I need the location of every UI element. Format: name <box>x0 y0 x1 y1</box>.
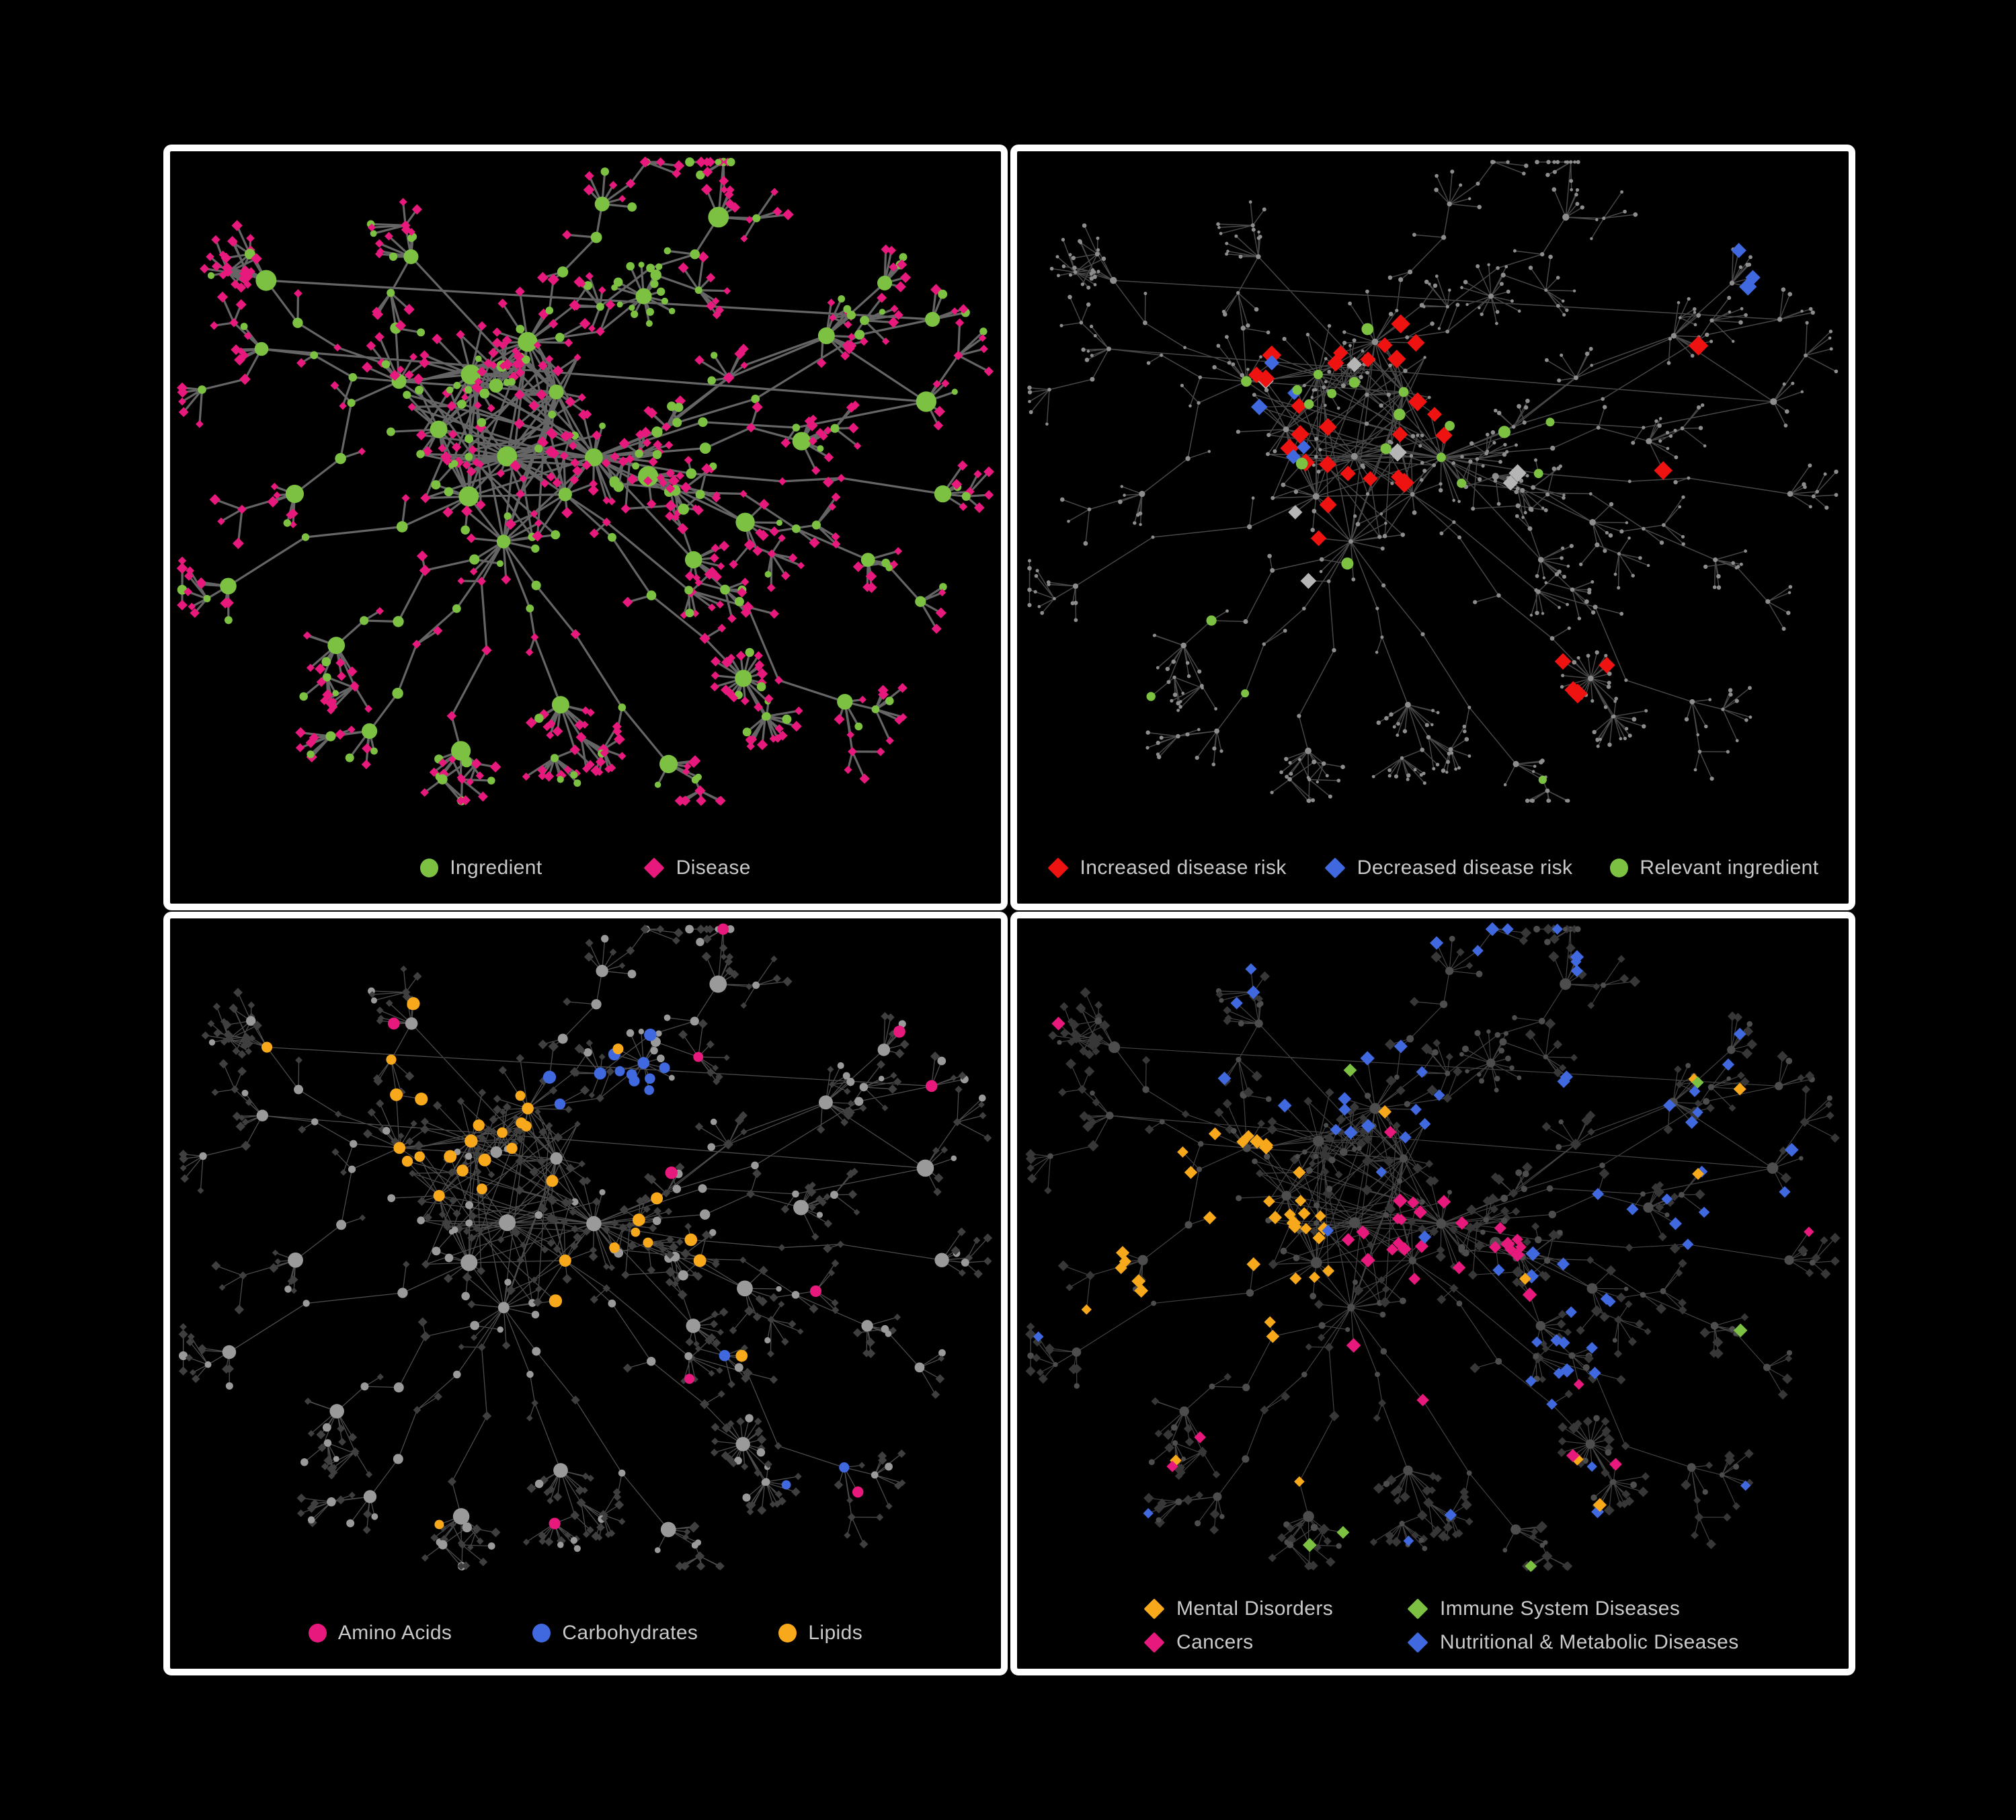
circle-marker <box>532 1624 551 1643</box>
diamond-marker <box>1143 1632 1165 1653</box>
legend-item: Ingredient <box>420 857 542 879</box>
legend-nutrient-classes: Amino Acids Carbohydrates Lipids <box>170 1622 1001 1645</box>
disease-risk-network <box>1027 159 1839 803</box>
legend-item: Mental Disorders <box>1143 1597 1407 1620</box>
diamond-marker <box>1407 1632 1428 1653</box>
legend-label: Lipids <box>808 1622 863 1644</box>
legend-item: Nutritional & Metabolic Diseases <box>1407 1631 1849 1654</box>
legend-label: Relevant ingredient <box>1640 857 1819 879</box>
legend-item: Amino Acids <box>308 1622 452 1645</box>
diamond-marker <box>1047 857 1069 879</box>
legend-item: Carbohydrates <box>532 1622 698 1645</box>
legend-label: Carbohydrates <box>562 1622 698 1644</box>
legend-label: Nutritional & Metabolic Diseases <box>1440 1631 1739 1653</box>
panel-nutrient-classes: Amino Acids Carbohydrates Lipids <box>163 912 1008 1675</box>
diamond-marker <box>643 857 665 879</box>
legend-label: Decreased disease risk <box>1357 857 1573 879</box>
panel-disease-classes: Mental Disorders Immune System Diseases Ca… <box>1010 912 1855 1675</box>
panel-ingredient-disease: Ingredient Disease <box>163 145 1008 910</box>
circle-marker <box>778 1624 797 1643</box>
legend-ingredient-disease: Ingredient Disease <box>170 857 1001 879</box>
circle-marker <box>420 859 439 877</box>
diamond-marker <box>1407 1598 1428 1620</box>
diamond-marker <box>1143 1598 1165 1620</box>
legend-item: Increased disease risk <box>1047 857 1287 879</box>
legend-item: Disease <box>643 857 751 879</box>
legend-item: Cancers <box>1143 1631 1407 1654</box>
legend-label: Ingredient <box>450 857 542 879</box>
circle-marker <box>1610 859 1629 877</box>
legend-label: Amino Acids <box>337 1622 452 1644</box>
legend-item: Decreased disease risk <box>1324 857 1573 879</box>
circle-marker <box>308 1624 327 1643</box>
panel-disease-risk: Increased disease risk Decreased disease … <box>1010 145 1855 910</box>
nutrient-classes-network <box>178 923 993 1571</box>
legend-label: Immune System Diseases <box>1440 1597 1681 1620</box>
legend-item: Relevant ingredient <box>1610 857 1818 879</box>
legend-disease-risk: Increased disease risk Decreased disease … <box>1017 857 1849 879</box>
legend-label: Cancers <box>1176 1631 1254 1653</box>
diamond-marker <box>1324 857 1346 879</box>
legend-label: Mental Disorders <box>1176 1597 1334 1620</box>
legend-label: Increased disease risk <box>1080 857 1287 879</box>
ingredient-disease-network <box>176 156 994 806</box>
legend-item: Immune System Diseases <box>1407 1597 1849 1620</box>
legend-label: Disease <box>676 857 751 879</box>
legend-disease-classes: Mental Disorders Immune System Diseases Ca… <box>1017 1597 1849 1654</box>
footer: Created by: EdgeLeap <box>0 1675 2016 1820</box>
legend-item: Lipids <box>778 1622 862 1645</box>
disease-classes-network <box>1025 922 1841 1573</box>
